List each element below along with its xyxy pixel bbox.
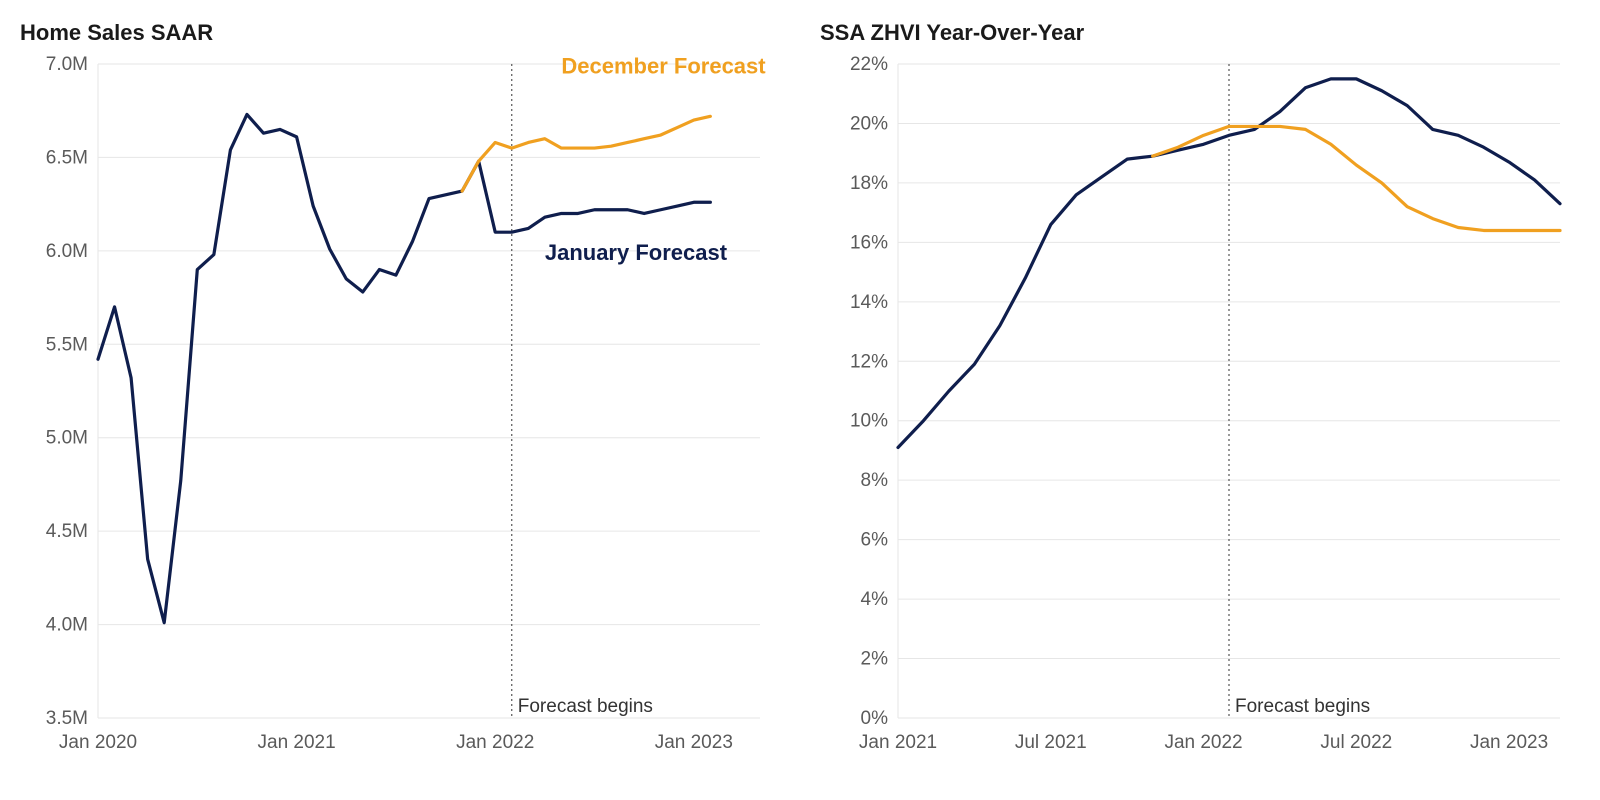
right-chart-wrap: 0% 2% 4% 6% 8% 10% 12% 14% 16% 18% 20% 22% Jan 2021 J… [820,54,1580,784]
x-tick-label: Jan 2022 [456,732,534,753]
y-tick-label: 5.0M [46,428,88,449]
series-label-december: December Forecast [561,54,766,78]
chart-panels: Home Sales SAAR 3.5M 4.0M 4.5M 5.0M 5.5M 6.0M… [0,0,1600,800]
left-chart-wrap: 3.5M 4.0M 4.5M 5.0M 5.5M 6.0M 6.5M 7.0M Jan 2020… [20,54,780,784]
y-tick-label: 4.0M [46,615,88,636]
y-tick-label: 2% [861,649,889,670]
series-line-january [98,114,710,622]
y-tick-label: 0% [861,708,889,729]
y-tick-label: 6% [861,530,889,551]
forecast-begin-label: Forecast begins [518,696,653,717]
y-tick-label: 12% [850,351,888,372]
x-tick-label: Jan 2021 [859,732,937,753]
x-tick-label: Jan 2023 [1470,732,1548,753]
x-tick-label: Jul 2021 [1015,732,1087,753]
x-tick-label: Jan 2023 [655,732,733,753]
y-tick-label: 14% [850,292,888,313]
y-tick-label: 18% [850,173,888,194]
series-line-january [898,79,1560,448]
y-tick-label: 4.5M [46,521,88,542]
forecast-begin-label: Forecast begins [1235,696,1370,717]
y-tick-label: 6.0M [46,241,88,262]
y-tick-label: 22% [850,54,888,75]
y-tick-label: 6.5M [46,147,88,168]
y-tick-label: 5.5M [46,334,88,355]
left-panel: Home Sales SAAR 3.5M 4.0M 4.5M 5.0M 5.5M 6.0M… [0,0,800,800]
y-tick-label: 20% [850,113,888,134]
y-tick-label: 10% [850,411,888,432]
x-tick-label: Jan 2020 [59,732,137,753]
x-tick-label: Jul 2022 [1320,732,1392,753]
left-chart-title: Home Sales SAAR [20,20,780,46]
right-chart-title: SSA ZHVI Year-Over-Year [820,20,1580,46]
y-tick-label: 3.5M [46,708,88,729]
y-tick-label: 8% [861,470,889,491]
right-chart-svg: 0% 2% 4% 6% 8% 10% 12% 14% 16% 18% 20% 22% Jan 2021 J… [820,54,1580,774]
y-tick-label: 16% [850,232,888,253]
left-chart-svg: 3.5M 4.0M 4.5M 5.0M 5.5M 6.0M 6.5M 7.0M Jan 2020… [20,54,780,774]
y-tick-label: 7.0M [46,54,88,75]
x-tick-label: Jan 2021 [258,732,336,753]
y-tick-label: 4% [861,589,889,610]
right-panel: SSA ZHVI Year-Over-Year 0% 2% 4% 6% 8% 10% 12%… [800,0,1600,800]
series-label-january: January Forecast [545,240,728,265]
x-tick-label: Jan 2022 [1164,732,1242,753]
series-line-december [462,116,710,191]
